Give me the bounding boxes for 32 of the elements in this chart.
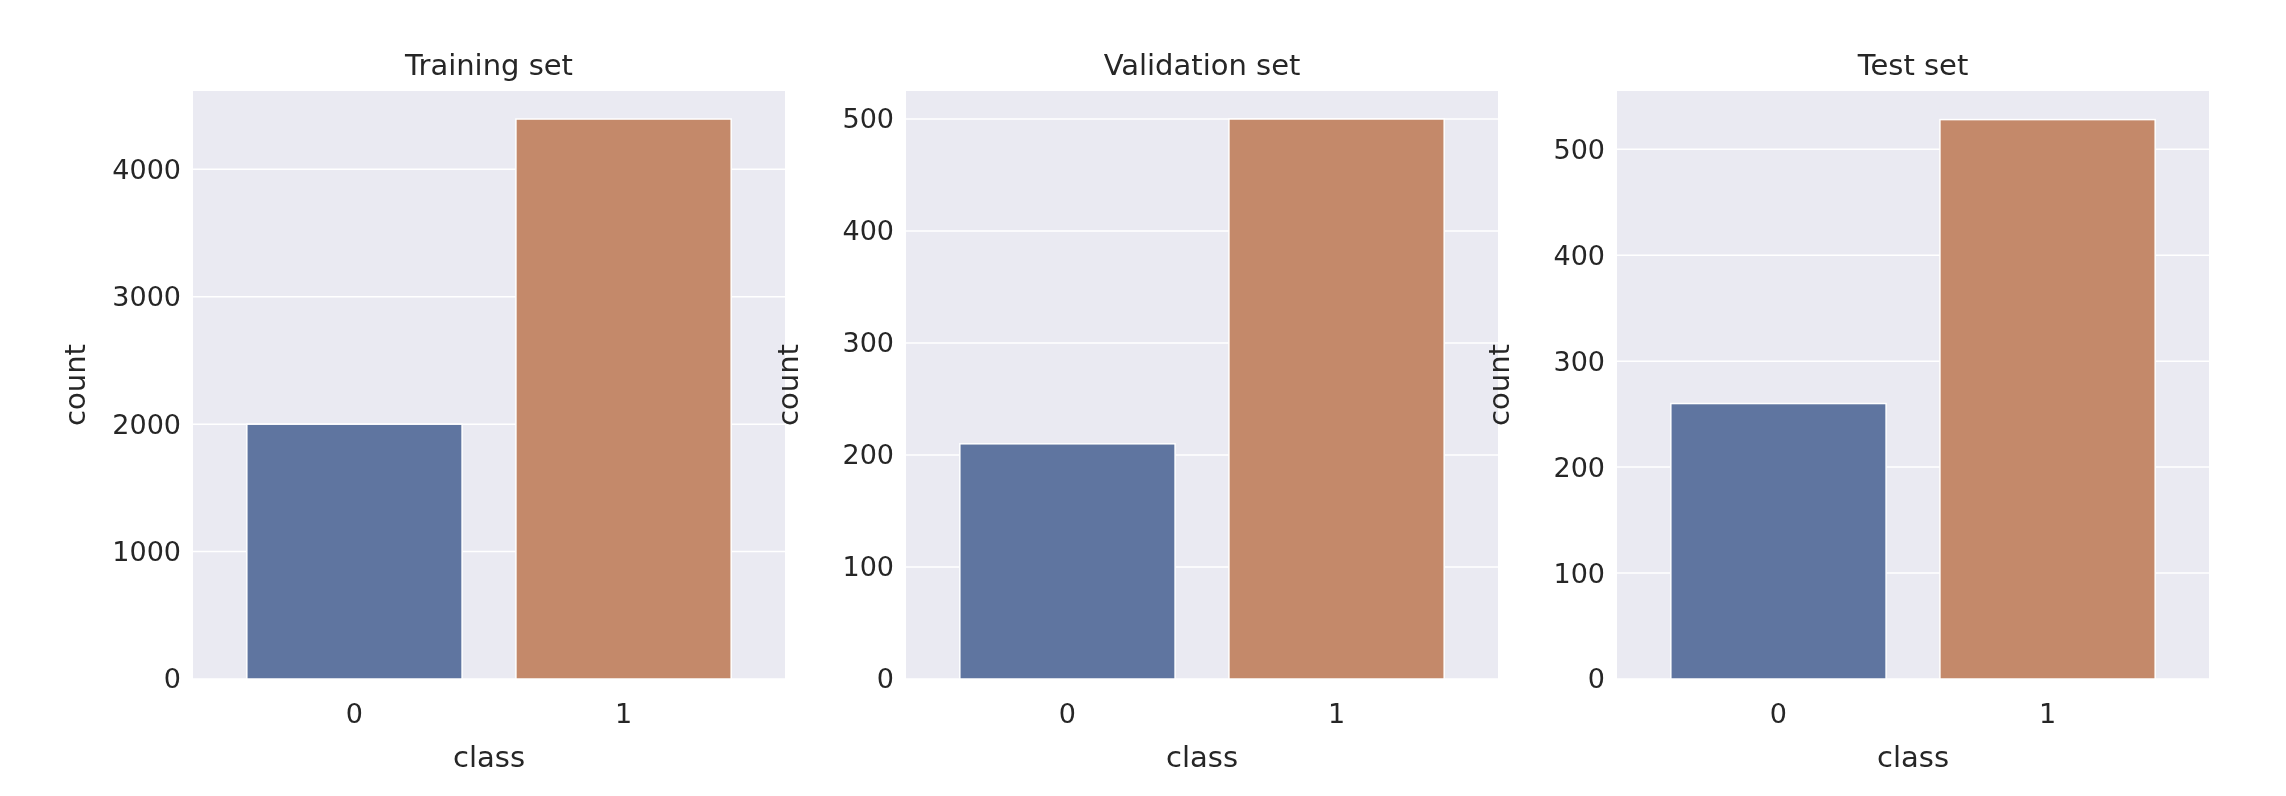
y-tick-label: 0 (1587, 663, 1605, 695)
y-tick-label: 3000 (112, 281, 181, 313)
x-tick-label: 0 (1058, 698, 1077, 729)
x-axis-title: class (1166, 740, 1238, 774)
y-tick-label: 500 (842, 103, 894, 135)
y-tick-label: 0 (876, 663, 894, 695)
y-tick-label: 300 (842, 327, 894, 359)
y-tick-label: 200 (842, 439, 894, 471)
y-tick-label: 200 (1553, 451, 1605, 483)
y-tick-label: 4000 (112, 153, 181, 185)
y-tick-label: 400 (1553, 239, 1605, 271)
x-tick-label: 1 (1327, 698, 1346, 729)
y-tick-label: 2000 (112, 408, 181, 440)
x-tick-label: 1 (2038, 698, 2057, 729)
chart-title: Training set (404, 48, 573, 82)
y-axis-title: count (1482, 344, 1516, 426)
y-tick-label: 300 (1553, 345, 1605, 377)
y-tick-label: 1000 (112, 536, 181, 568)
x-tick-label: 1 (614, 698, 633, 729)
chart-title: Test set (1856, 48, 1969, 82)
x-tick-label: 0 (345, 698, 364, 729)
x-axis-title: class (1877, 740, 1949, 774)
y-tick-label: 500 (1553, 133, 1605, 165)
y-tick-label: 0 (163, 663, 181, 695)
y-axis-title: count (58, 344, 92, 426)
y-axis-title: count (771, 344, 805, 426)
y-tick-label: 100 (842, 551, 894, 583)
x-axis-title: class (453, 740, 525, 774)
y-tick-label: 100 (1553, 557, 1605, 589)
chart-title: Validation set (1103, 48, 1301, 82)
y-tick-label: 400 (842, 215, 894, 247)
x-tick-label: 0 (1769, 698, 1788, 729)
